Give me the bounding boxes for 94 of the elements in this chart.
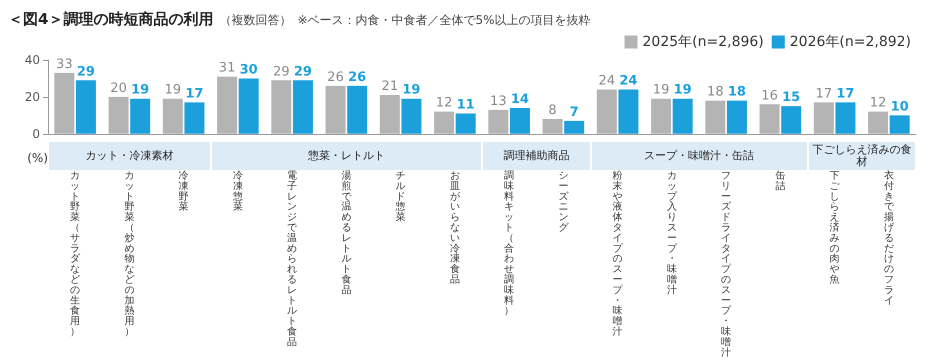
x-tick-label: シーズニング bbox=[558, 170, 570, 234]
bar bbox=[162, 98, 183, 134]
chart-subtitle: （複数回答） bbox=[219, 12, 292, 29]
data-label: 24 bbox=[598, 74, 616, 89]
legend-label: 2026年(n=2,892) bbox=[790, 34, 912, 50]
bar bbox=[401, 98, 422, 134]
bar bbox=[726, 100, 747, 134]
y-tick-label: 40 bbox=[24, 53, 40, 67]
data-label: 10 bbox=[890, 99, 909, 114]
data-label: 24 bbox=[619, 74, 638, 89]
x-tick-label: 缶詰 bbox=[775, 170, 786, 192]
category-label: 調味料キット（合わせ調味料） bbox=[504, 170, 514, 317]
bar bbox=[347, 86, 368, 134]
data-label: 12 bbox=[870, 96, 886, 111]
data-label: 19 bbox=[164, 82, 182, 98]
chart-title: ＜図4＞調理の時短商品の利用 bbox=[8, 10, 214, 29]
data-label: 17 bbox=[185, 86, 204, 102]
category-label: 湯煎で温めるレトルト食品 bbox=[341, 170, 352, 296]
text: 下ごしらえ済みの食材 bbox=[808, 142, 915, 170]
data-label: 7 bbox=[570, 104, 579, 120]
y-axis-title: (%) bbox=[27, 150, 48, 165]
bar bbox=[760, 104, 780, 134]
data-label: 20 bbox=[110, 80, 127, 96]
text: 惣菜・レトルト bbox=[212, 142, 481, 170]
bar bbox=[326, 86, 346, 134]
bar bbox=[814, 102, 834, 134]
bar bbox=[456, 114, 476, 134]
bar bbox=[434, 112, 454, 134]
bar bbox=[217, 76, 238, 134]
category-label: 電子レンジで温められるレトルト食品 bbox=[287, 170, 298, 348]
bar bbox=[868, 112, 888, 134]
category-label: 下ごしらえ済みの肉や魚 bbox=[830, 170, 840, 286]
data-label: 26 bbox=[327, 70, 344, 85]
category-label: 粉末や液体タイプのスープ・味噌汁 bbox=[612, 170, 623, 338]
y-tick-label: 20 bbox=[24, 90, 40, 104]
data-label: 13 bbox=[490, 94, 507, 109]
data-label: 18 bbox=[707, 84, 724, 100]
bar bbox=[108, 96, 129, 134]
data-label: 19 bbox=[402, 82, 420, 98]
bar bbox=[238, 78, 259, 134]
bar bbox=[292, 80, 313, 134]
bar bbox=[130, 98, 150, 134]
data-label: 26 bbox=[348, 70, 366, 85]
bar bbox=[184, 102, 204, 134]
data-label: 21 bbox=[382, 79, 398, 94]
data-label: 33 bbox=[56, 56, 73, 72]
bar bbox=[781, 106, 802, 134]
data-label: 29 bbox=[76, 64, 95, 80]
category-label: カット野菜（炒め物などの加熱用） bbox=[124, 170, 134, 338]
bar bbox=[380, 95, 400, 134]
data-label: 8 bbox=[548, 103, 557, 118]
x-tick-label: 冷凍惣菜 bbox=[232, 170, 243, 213]
category-label: カット野菜（サラダなどの生食用） bbox=[70, 170, 80, 338]
category-label: 衣付きで揚げるだけのフライ bbox=[884, 170, 894, 306]
bar bbox=[618, 90, 638, 134]
bar bbox=[76, 80, 96, 134]
x-tick-label: 冷凍野菜 bbox=[178, 170, 189, 213]
bar bbox=[651, 98, 672, 134]
category-label: お皿がいらない冷凍食品 bbox=[450, 170, 460, 286]
data-label: 15 bbox=[782, 90, 800, 106]
bar bbox=[672, 98, 693, 134]
bar bbox=[835, 102, 856, 134]
bar bbox=[510, 108, 530, 134]
text: カット・冷凍素材 bbox=[49, 142, 210, 170]
data-label: 19 bbox=[674, 82, 692, 98]
bar bbox=[542, 119, 563, 134]
bar bbox=[271, 80, 292, 134]
bar bbox=[596, 90, 617, 134]
category-label: フリーズドライタイプのスープ・味噌汁 bbox=[721, 170, 732, 358]
text: ※ベース：内食・中食者／全体で5%以上の項目を抜粋 bbox=[297, 12, 591, 29]
data-label: 12 bbox=[436, 96, 452, 111]
data-label: 16 bbox=[761, 88, 778, 104]
bar bbox=[54, 72, 74, 134]
x-tick-label: チルド惣菜 bbox=[394, 170, 406, 224]
y-tick-label: 0 bbox=[32, 126, 40, 141]
data-label: 30 bbox=[240, 62, 258, 78]
data-label: 29 bbox=[273, 64, 290, 80]
bar bbox=[705, 100, 726, 134]
data-label: 17 bbox=[816, 86, 832, 102]
legend-label: 2025年(n=2,896) bbox=[642, 34, 764, 50]
data-label: 19 bbox=[652, 82, 670, 98]
data-label: 19 bbox=[131, 82, 150, 98]
bar bbox=[488, 110, 508, 134]
data-label: 31 bbox=[218, 60, 236, 76]
text: 調理補助商品 bbox=[483, 142, 590, 170]
data-label: 17 bbox=[836, 86, 854, 102]
data-label: 14 bbox=[510, 92, 529, 107]
category-label: カップ入りスープ・味噌汁 bbox=[666, 170, 677, 296]
data-label: 29 bbox=[294, 64, 312, 80]
data-label: 11 bbox=[456, 98, 475, 113]
data-label: 18 bbox=[728, 84, 746, 100]
text: スープ・味噌汁・缶詰 bbox=[592, 142, 806, 170]
bar bbox=[564, 120, 584, 134]
bar bbox=[890, 115, 910, 134]
